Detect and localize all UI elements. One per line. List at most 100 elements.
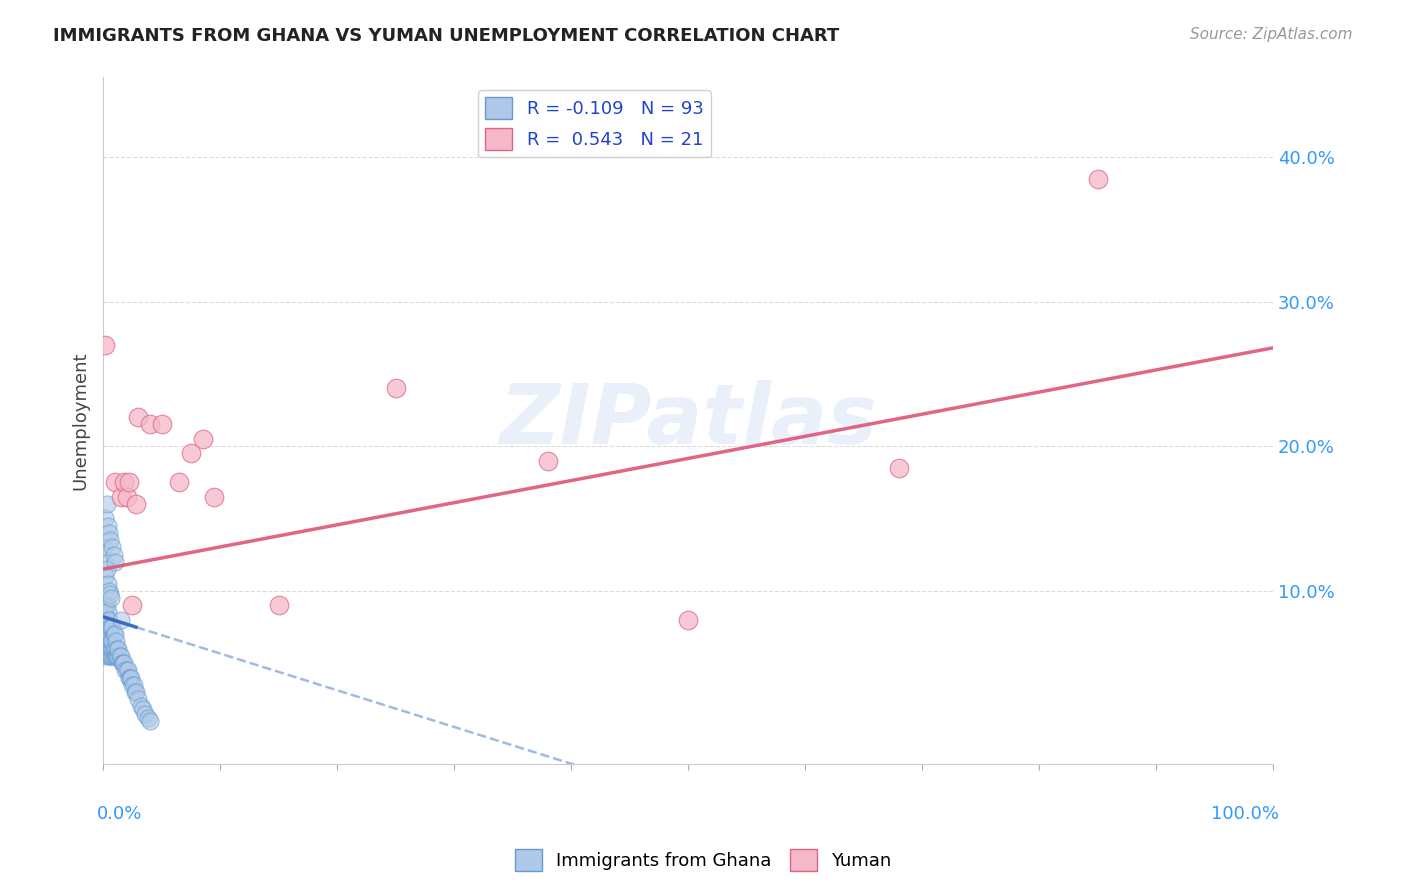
Point: [104, 641, 127, 656]
Point: [100, 620, 122, 634]
Point: [103, 641, 125, 656]
Legend: Immigrants from Ghana, Yuman: Immigrants from Ghana, Yuman: [508, 842, 898, 879]
Point: [93, 641, 115, 656]
Y-axis label: Unemployment: Unemployment: [72, 351, 89, 490]
Point: [111, 656, 134, 670]
Point: [101, 634, 124, 648]
Point: [98, 634, 121, 648]
Point: [105, 648, 128, 663]
Point: [96, 613, 118, 627]
Point: [132, 702, 155, 716]
Point: [104, 627, 127, 641]
Point: [93, 627, 115, 641]
Point: [150, 417, 173, 432]
Point: [676, 613, 699, 627]
Point: [98, 587, 121, 601]
Point: [118, 671, 141, 685]
Point: [93, 555, 115, 569]
Point: [267, 598, 290, 612]
Point: [94, 613, 117, 627]
Point: [384, 381, 406, 395]
Point: [105, 634, 128, 648]
Point: [112, 656, 135, 670]
Point: [180, 446, 202, 460]
Point: [129, 699, 152, 714]
Point: [98, 583, 121, 598]
Point: [118, 475, 141, 490]
Point: [105, 641, 128, 656]
Point: [98, 634, 121, 648]
Point: [98, 620, 121, 634]
Point: [121, 678, 143, 692]
Point: [98, 627, 121, 641]
Point: [202, 490, 225, 504]
Point: [94, 634, 117, 648]
Point: [167, 475, 190, 490]
Point: [104, 555, 127, 569]
Point: [94, 569, 117, 583]
Point: [101, 641, 124, 656]
Point: [100, 634, 122, 648]
Point: [125, 685, 148, 699]
Text: ZIPatlas: ZIPatlas: [499, 380, 877, 461]
Point: [191, 432, 214, 446]
Point: [101, 620, 124, 634]
Point: [100, 591, 122, 605]
Point: [124, 685, 146, 699]
Point: [97, 627, 120, 641]
Point: [96, 562, 118, 576]
Point: [118, 671, 141, 685]
Text: IMMIGRANTS FROM GHANA VS YUMAN UNEMPLOYMENT CORRELATION CHART: IMMIGRANTS FROM GHANA VS YUMAN UNEMPLOYM…: [53, 27, 839, 45]
Point: [117, 663, 139, 677]
Point: [127, 692, 149, 706]
Point: [887, 460, 910, 475]
Point: [96, 620, 118, 634]
Point: [110, 490, 132, 504]
Text: 0.0%: 0.0%: [97, 805, 142, 823]
Point: [103, 648, 125, 663]
Point: [114, 663, 136, 677]
Point: [115, 663, 138, 677]
Point: [107, 641, 129, 656]
Text: Source: ZipAtlas.com: Source: ZipAtlas.com: [1189, 27, 1353, 42]
Point: [98, 620, 121, 634]
Point: [115, 490, 138, 504]
Point: [103, 627, 125, 641]
Point: [108, 648, 131, 663]
Point: [110, 648, 132, 663]
Point: [122, 678, 145, 692]
Point: [100, 648, 122, 663]
Point: [94, 648, 117, 663]
Point: [139, 417, 162, 432]
Point: [97, 518, 120, 533]
Point: [98, 648, 121, 663]
Point: [97, 634, 120, 648]
Point: [98, 641, 121, 656]
Point: [97, 576, 120, 591]
Point: [101, 648, 124, 663]
Point: [98, 627, 121, 641]
Point: [104, 475, 127, 490]
Point: [97, 620, 120, 634]
Point: [101, 541, 124, 555]
Point: [98, 613, 121, 627]
Point: [93, 620, 115, 634]
Legend: R = -0.109   N = 93, R =  0.543   N = 21: R = -0.109 N = 93, R = 0.543 N = 21: [478, 90, 711, 157]
Point: [94, 511, 117, 525]
Point: [1087, 171, 1109, 186]
Point: [97, 613, 120, 627]
Point: [139, 714, 162, 728]
Point: [136, 711, 159, 725]
Point: [97, 606, 120, 620]
Text: 100.0%: 100.0%: [1211, 805, 1279, 823]
Point: [111, 656, 134, 670]
Point: [121, 598, 143, 612]
Point: [96, 497, 118, 511]
Point: [93, 541, 115, 555]
Point: [105, 648, 128, 663]
Point: [134, 706, 156, 721]
Point: [103, 548, 125, 562]
Point: [537, 453, 560, 467]
Point: [107, 648, 129, 663]
Point: [93, 613, 115, 627]
